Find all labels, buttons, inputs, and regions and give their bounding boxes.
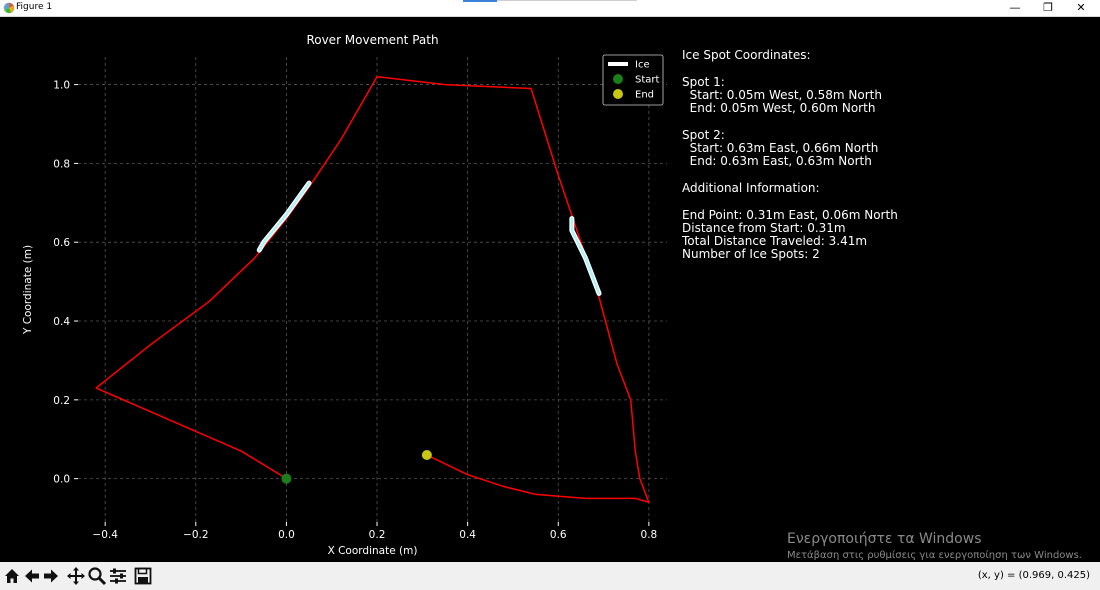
taskbar-accent-line: [497, 0, 637, 1]
y-tick-label: 1.0: [53, 80, 70, 92]
start-marker: [281, 473, 292, 484]
legend: Ice Start End: [602, 54, 664, 106]
distance-from-start-text: Distance from Start: 0.31m: [682, 221, 846, 235]
x-tick-label: 0.0: [278, 529, 295, 541]
y-tick-label: 0.0: [53, 474, 70, 486]
x-axis-label: X Coordinate (m): [328, 545, 418, 557]
y-tick-label: 0.8: [53, 158, 70, 170]
x-tick-label: −0.4: [92, 529, 118, 541]
legend-ice-label: Ice: [635, 60, 650, 71]
y-tick-label: 0.2: [53, 395, 70, 407]
x-tick-label: −0.2: [183, 529, 209, 541]
configure-icon[interactable]: [108, 566, 128, 586]
window-titlebar: Figure 1 — ❐ ✕: [0, 0, 1100, 17]
total-distance-text: Total Distance Traveled: 3.41m: [682, 234, 868, 248]
taskbar-accent: [463, 0, 497, 2]
spot2-start: Start: 0.63m East, 0.66m North: [682, 141, 879, 155]
window-title: Figure 1: [16, 2, 53, 12]
zoom-icon[interactable]: [87, 566, 107, 586]
plot-svg: −0.4 −0.2 0.0 0.2 0.4 0.6 0.8 0.0 0.2 0.4 0.6 0.8 1.…: [22, 33, 667, 557]
close-button[interactable]: ✕: [1076, 1, 1086, 14]
navigation-toolbar: (x, y) = (0.969, 0.425): [0, 562, 1100, 590]
legend-start-swatch: [613, 74, 623, 84]
x-tick-label: 0.8: [641, 529, 658, 541]
axes: [74, 84, 650, 526]
x-tick-label: 0.2: [369, 529, 386, 541]
x-tick-label: 0.4: [459, 529, 476, 541]
ice-count-text: Number of Ice Spots: 2: [682, 247, 820, 261]
save-icon[interactable]: [133, 566, 153, 586]
end-point-text: End Point: 0.31m East, 0.06m North: [682, 208, 898, 222]
end-marker: [421, 450, 432, 461]
axis-texts: −0.4 −0.2 0.0 0.2 0.4 0.6 0.8 0.0 0.2 0.4 0.6 0.8 1.…: [22, 33, 657, 557]
info-heading: Ice Spot Coordinates:: [682, 48, 811, 62]
x-tick-label: 0.6: [550, 529, 567, 541]
spot2-end: End: 0.63m East, 0.63m North: [682, 154, 872, 168]
series-layer: [95, 75, 650, 504]
legend-end-swatch: [613, 89, 623, 99]
figure-canvas[interactable]: −0.4 −0.2 0.0 0.2 0.4 0.6 0.8 0.0 0.2 0.4 0.6 0.8 1.…: [0, 17, 1100, 562]
windows-activation-title: Ενεργοποιήστε τα Windows: [787, 531, 982, 547]
y-tick-label: 0.4: [53, 316, 70, 328]
additional-heading: Additional Information:: [682, 181, 820, 195]
ice-spot-line: [570, 217, 601, 295]
forward-icon[interactable]: [41, 566, 61, 586]
minimize-button[interactable]: —: [1009, 1, 1021, 14]
chart-title: Rover Movement Path: [306, 33, 438, 47]
legend-start-label: Start: [635, 75, 660, 86]
spot1-title: Spot 1:: [682, 75, 725, 89]
ice-spot-line: [257, 181, 311, 252]
spot1-end: End: 0.05m West, 0.60m North: [682, 101, 876, 115]
windows-activation-subtitle: Μετάβαση στις ρυθμίσεις για ενεργοποίηση…: [787, 550, 1082, 561]
grid-lines: [78, 57, 667, 522]
rover-path-line: [95, 75, 650, 504]
y-tick-label: 0.6: [53, 237, 70, 249]
home-icon[interactable]: [2, 566, 22, 586]
spot1-start: Start: 0.05m West, 0.58m North: [682, 88, 882, 102]
pan-icon[interactable]: [66, 566, 86, 586]
y-axis-label: Y Coordinate (m): [22, 245, 34, 335]
matplotlib-app-icon: [3, 2, 15, 14]
spot2-title: Spot 2:: [682, 128, 725, 142]
cursor-coordinates: (x, y) = (0.969, 0.425): [977, 570, 1090, 581]
maximize-button[interactable]: ❐: [1043, 1, 1053, 14]
back-icon[interactable]: [22, 566, 42, 586]
legend-end-label: End: [635, 90, 654, 101]
